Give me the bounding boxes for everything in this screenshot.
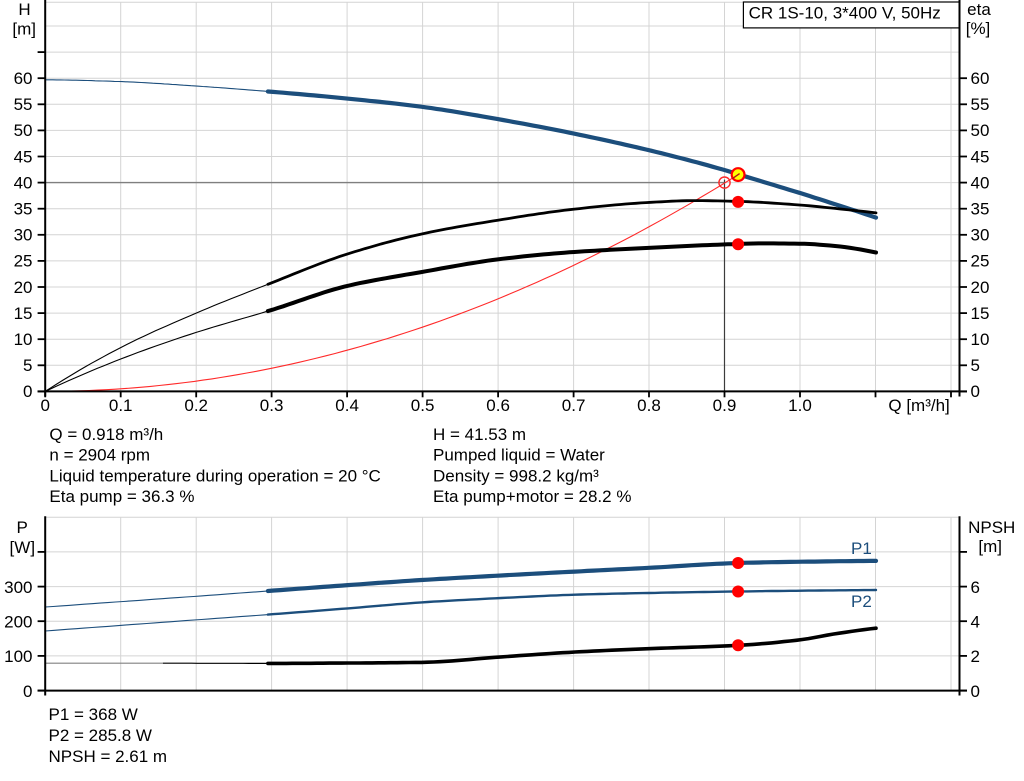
svg-text:0.2: 0.2 — [184, 396, 208, 415]
svg-text:45: 45 — [971, 147, 990, 166]
svg-text:Q [m³/h]: Q [m³/h] — [888, 396, 949, 415]
svg-text:0: 0 — [971, 382, 980, 401]
svg-text:0.7: 0.7 — [562, 396, 586, 415]
svg-text:0.3: 0.3 — [260, 396, 284, 415]
svg-text:0.1: 0.1 — [109, 396, 133, 415]
svg-text:20: 20 — [971, 278, 990, 297]
svg-text:NPSH: NPSH — [968, 518, 1015, 537]
svg-text:[m]: [m] — [12, 19, 36, 38]
svg-text:0: 0 — [971, 682, 980, 701]
svg-text:0: 0 — [23, 682, 32, 701]
svg-text:100: 100 — [4, 647, 32, 666]
svg-text:15: 15 — [971, 304, 990, 323]
svg-text:30: 30 — [971, 226, 990, 245]
svg-text:eta: eta — [967, 0, 991, 19]
svg-text:Q = 0.918 m³/h: Q = 0.918 m³/h — [49, 425, 163, 444]
svg-text:300: 300 — [4, 578, 32, 597]
svg-text:40: 40 — [971, 173, 990, 192]
svg-text:15: 15 — [14, 304, 33, 323]
svg-text:50: 50 — [971, 121, 990, 140]
svg-text:60: 60 — [971, 69, 990, 88]
svg-text:0: 0 — [40, 396, 49, 415]
svg-text:10: 10 — [971, 330, 990, 349]
svg-text:[m]: [m] — [978, 537, 1002, 556]
svg-text:40: 40 — [14, 173, 33, 192]
svg-text:[W]: [W] — [10, 538, 36, 557]
svg-text:200: 200 — [4, 612, 32, 631]
svg-text:n = 2904 rpm: n = 2904 rpm — [49, 446, 150, 465]
svg-text:50: 50 — [14, 121, 33, 140]
svg-text:Liquid temperature during oper: Liquid temperature during operation = 20… — [49, 466, 380, 485]
svg-text:20: 20 — [14, 278, 33, 297]
svg-text:25: 25 — [14, 252, 33, 271]
svg-text:0.6: 0.6 — [486, 396, 510, 415]
svg-text:Eta pump = 36.3 %: Eta pump = 36.3 % — [49, 487, 194, 506]
svg-text:6: 6 — [971, 578, 980, 597]
svg-text:Density = 998.2 kg/m³: Density = 998.2 kg/m³ — [433, 466, 599, 485]
svg-text:30: 30 — [14, 226, 33, 245]
svg-text:Eta pump+motor = 28.2 %: Eta pump+motor = 28.2 % — [433, 487, 631, 506]
svg-text:H: H — [18, 0, 30, 19]
svg-text:0.8: 0.8 — [637, 396, 661, 415]
svg-text:55: 55 — [971, 95, 990, 114]
svg-text:60: 60 — [14, 69, 33, 88]
svg-text:NPSH = 2.61 m: NPSH = 2.61 m — [49, 747, 168, 766]
svg-text:1.0: 1.0 — [788, 396, 812, 415]
svg-text:45: 45 — [14, 147, 33, 166]
svg-text:5: 5 — [23, 356, 32, 375]
svg-text:P1 = 368 W: P1 = 368 W — [49, 705, 138, 724]
svg-text:P2 = 285.8 W: P2 = 285.8 W — [49, 726, 152, 745]
svg-text:35: 35 — [14, 200, 33, 219]
svg-text:H = 41.53 m: H = 41.53 m — [433, 425, 526, 444]
svg-text:2: 2 — [971, 647, 980, 666]
svg-text:0.5: 0.5 — [411, 396, 435, 415]
svg-text:0: 0 — [23, 382, 32, 401]
svg-text:0.4: 0.4 — [335, 396, 359, 415]
svg-text:P: P — [17, 518, 28, 537]
svg-text:55: 55 — [14, 95, 33, 114]
svg-text:5: 5 — [971, 356, 980, 375]
svg-text:[%]: [%] — [966, 19, 991, 38]
svg-text:0.9: 0.9 — [713, 396, 737, 415]
svg-text:CR 1S-10, 3*400 V, 50Hz: CR 1S-10, 3*400 V, 50Hz — [749, 3, 941, 22]
svg-text:P2: P2 — [851, 592, 872, 611]
svg-text:35: 35 — [971, 200, 990, 219]
svg-text:10: 10 — [14, 330, 33, 349]
svg-text:4: 4 — [971, 612, 980, 631]
svg-text:25: 25 — [971, 252, 990, 271]
svg-text:Pumped liquid = Water: Pumped liquid = Water — [433, 446, 605, 465]
svg-text:P1: P1 — [851, 539, 872, 558]
